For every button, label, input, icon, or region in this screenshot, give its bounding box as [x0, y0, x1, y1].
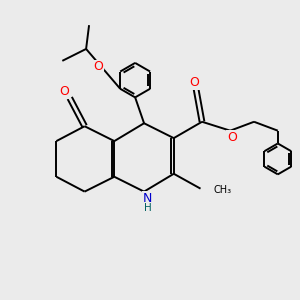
Text: O: O — [94, 60, 103, 73]
Text: CH₃: CH₃ — [214, 185, 232, 195]
Text: H: H — [144, 203, 152, 213]
Text: N: N — [143, 192, 152, 205]
Text: O: O — [59, 85, 69, 98]
Text: O: O — [190, 76, 200, 89]
Text: O: O — [227, 131, 237, 144]
